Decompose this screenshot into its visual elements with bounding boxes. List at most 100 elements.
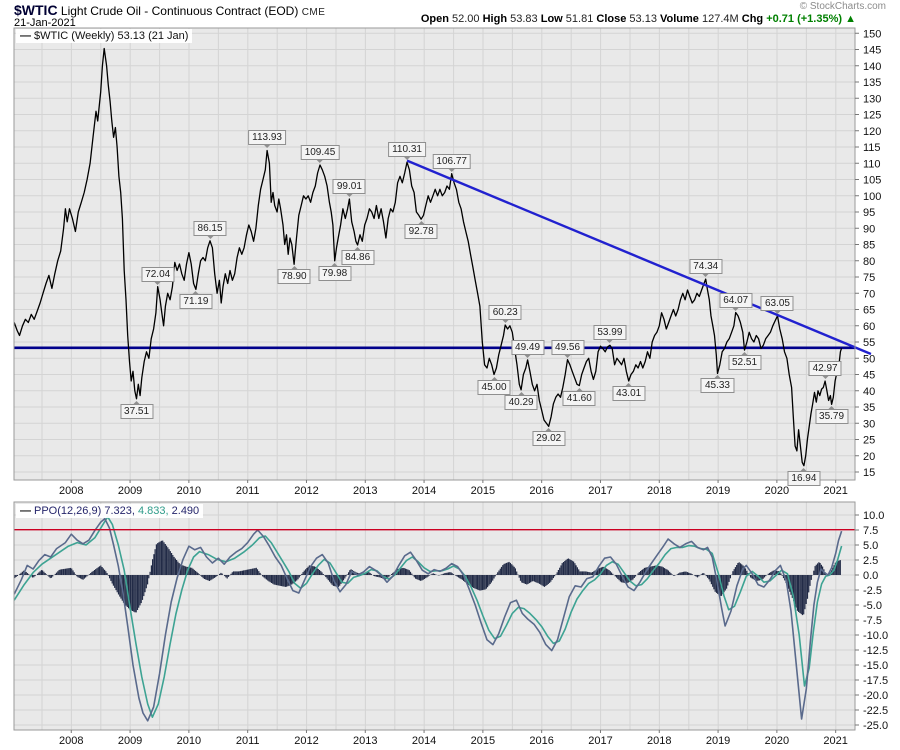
ppo-histogram-bar xyxy=(446,572,448,575)
ppo-histogram-bar xyxy=(61,569,63,575)
ppo-histogram-bar xyxy=(696,575,699,578)
ppo-histogram-bar xyxy=(694,575,696,576)
ppo-histogram-bar xyxy=(152,559,154,575)
y-axis-label: 125 xyxy=(863,110,881,122)
ppo-histogram-bar xyxy=(235,571,237,575)
ppo-histogram-bar xyxy=(254,568,256,575)
ppo-histogram-bar xyxy=(584,571,586,575)
ppo-histogram-bar xyxy=(690,573,692,575)
ppo-x-axis-label: 2021 xyxy=(823,735,847,747)
ppo-histogram-bar xyxy=(336,575,338,587)
ppo-histogram-bar xyxy=(560,565,562,575)
ppo-histogram-bar xyxy=(413,575,415,578)
ppo-histogram-bar xyxy=(154,549,156,575)
ppo-histogram-bar xyxy=(117,575,120,595)
ppo-histogram-bar xyxy=(557,570,559,575)
ppo-histogram-bar xyxy=(385,575,388,580)
ppo-histogram-bar xyxy=(728,575,730,582)
ppo-histogram-bar xyxy=(165,545,168,575)
ppo-histogram-bar xyxy=(98,566,101,575)
ppo-histogram-bar xyxy=(679,572,681,575)
ppo-histogram-bar xyxy=(193,569,195,575)
ppo-histogram-bar xyxy=(710,575,712,585)
ppo-histogram-bar xyxy=(239,571,241,575)
ppo-histogram-bar xyxy=(125,575,127,606)
ppo-histogram-bar xyxy=(590,572,592,575)
ppo-histogram-bar xyxy=(628,575,630,582)
ppo-histogram-bar xyxy=(101,567,103,575)
chart-header-title: $WTIC Light Crude Oil - Continuous Contr… xyxy=(14,2,325,18)
ppo-histogram-bar xyxy=(672,575,675,576)
ppo-histogram-bar xyxy=(643,567,645,575)
ppo-histogram-bar xyxy=(262,575,264,577)
ppo-histogram-bar xyxy=(143,575,145,597)
ppo-histogram-bar xyxy=(294,575,297,582)
x-axis-label: 2013 xyxy=(353,485,377,497)
ppo-histogram-bar xyxy=(273,575,275,585)
ppo-histogram-bar xyxy=(230,573,232,575)
ppo-histogram-bar xyxy=(411,573,413,575)
ppo-histogram-bar xyxy=(259,572,261,575)
ppo-histogram-bar xyxy=(638,572,640,575)
ppo-histogram-bar xyxy=(589,572,591,575)
ppo-histogram-bar xyxy=(428,575,431,576)
ppo-histogram-bar xyxy=(310,565,312,575)
price-annotation: 113.93 xyxy=(248,130,286,149)
ppo-histogram-bar xyxy=(588,572,590,575)
ppo-histogram-bar xyxy=(316,568,318,575)
ppo-histogram-bar xyxy=(196,571,198,575)
ppo-histogram-bar xyxy=(116,575,118,593)
ppo-histogram-bar xyxy=(546,575,548,585)
y-axis-label: 60 xyxy=(863,321,875,333)
ppo-histogram-bar xyxy=(173,556,175,575)
ppo-histogram-bar xyxy=(569,559,571,575)
ppo-histogram-bar xyxy=(298,575,300,578)
ppo-histogram-bar xyxy=(470,575,472,587)
ppo-x-axis-label: 2014 xyxy=(412,735,436,747)
ppo-histogram-bar xyxy=(277,575,279,586)
volume-value: 127.4M xyxy=(701,13,739,25)
ppo-histogram-bar xyxy=(57,571,59,575)
ppo-histogram-bar xyxy=(240,570,242,575)
ppo-histogram-bar xyxy=(746,570,748,575)
ppo-histogram-bar xyxy=(490,575,492,583)
ppo-histogram-bar xyxy=(322,574,324,575)
ppo-histogram-bar xyxy=(200,575,202,576)
ppo-histogram-bar xyxy=(770,572,772,575)
ppo-histogram-bar xyxy=(366,571,369,575)
ppo-histogram-bar xyxy=(431,573,433,575)
ppo-histogram-bar xyxy=(583,571,585,575)
ppo-histogram-bar xyxy=(374,575,376,577)
ppo-histogram-bar xyxy=(63,568,65,575)
ppo-histogram-bar xyxy=(521,575,523,583)
downtrend-line[interactable] xyxy=(406,159,872,356)
ppo-histogram-bar xyxy=(182,565,184,575)
ppo-histogram-bar xyxy=(674,575,676,576)
ppo-histogram-bar xyxy=(28,574,30,575)
y-axis-label: 105 xyxy=(863,175,881,187)
ppo-histogram-bar xyxy=(609,571,611,575)
ppo-histogram-bar xyxy=(73,572,75,575)
ppo-histogram-bar xyxy=(683,571,685,575)
ppo-histogram-bar xyxy=(71,568,73,575)
ppo-histogram-value: 2.490 xyxy=(171,505,200,517)
ppo-histogram-bar xyxy=(461,575,463,580)
ppo-histogram-bar xyxy=(497,572,499,575)
ppo-histogram-bar xyxy=(559,567,561,575)
price-annotation: 79.98 xyxy=(318,262,352,281)
ppo-histogram-bar xyxy=(512,565,514,575)
ppo-histogram-bar xyxy=(378,575,380,578)
ppo-histogram-bar xyxy=(145,575,147,589)
ppo-histogram-bar xyxy=(162,540,164,575)
ppo-histogram-bar xyxy=(417,575,419,580)
ppo-histogram-bar xyxy=(96,568,98,575)
price-annotation: 110.31 xyxy=(388,142,426,161)
ppo-y-axis-label: -20.0 xyxy=(863,690,888,702)
ppo-histogram-bar xyxy=(104,569,106,575)
open-label: Open xyxy=(420,13,449,25)
ppo-histogram-bar xyxy=(445,572,447,575)
ppo-histogram-bar xyxy=(19,573,21,575)
ppo-histogram-bar xyxy=(803,575,805,615)
ppo-histogram-bar xyxy=(651,566,653,575)
ppo-histogram-bar xyxy=(265,575,267,580)
